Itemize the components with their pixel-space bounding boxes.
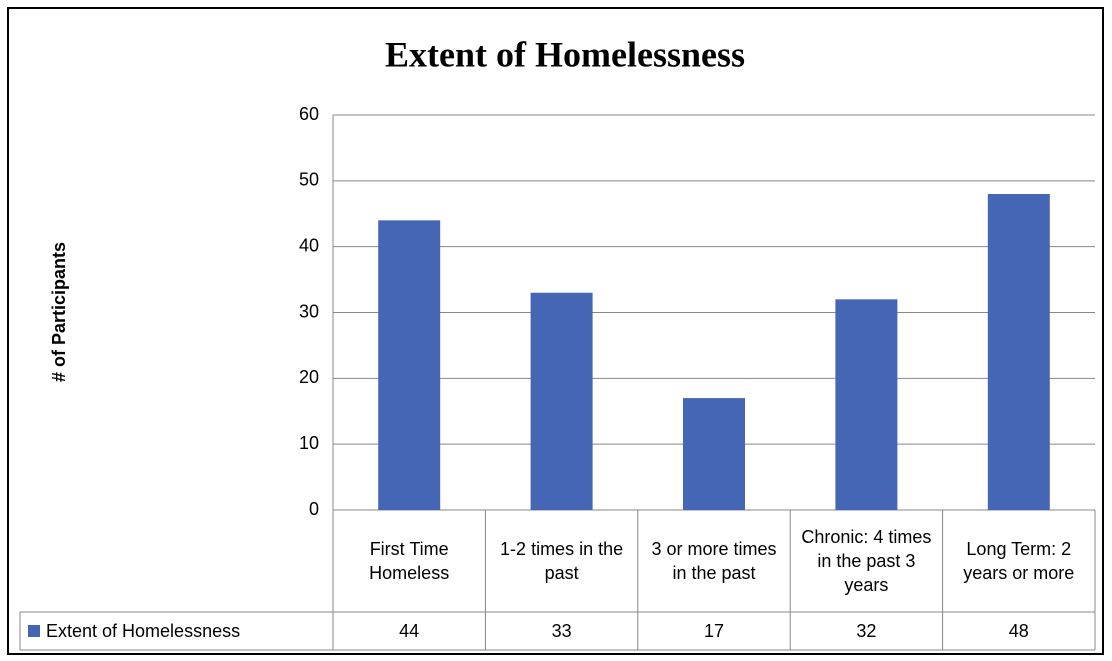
bar [835, 299, 898, 510]
chart-title: Extent of Homelessness [385, 34, 745, 74]
bar [378, 220, 441, 511]
y-tick-label: 50 [299, 170, 319, 190]
category-label: Chronic: 4 times in the past 3 years [801, 527, 932, 595]
bar [530, 292, 593, 510]
y-tick-label: 0 [309, 499, 319, 519]
table-value: 32 [856, 621, 877, 641]
bar [987, 194, 1050, 510]
y-tick-label: 60 [299, 104, 319, 124]
category-label: 3 or more times in the past [651, 539, 777, 583]
legend-label: Extent of Homelessness [46, 621, 241, 641]
y-tick-label: 10 [299, 433, 319, 453]
legend-swatch [28, 625, 40, 637]
table-value: 17 [703, 621, 724, 641]
category-label: 1-2 times in the past [500, 539, 624, 583]
y-tick-label: 40 [299, 235, 319, 255]
table-value: 48 [1008, 621, 1029, 641]
y-tick-label: 20 [299, 367, 319, 387]
bar [683, 398, 745, 510]
category-label: First Time Homeless [369, 539, 450, 583]
category-label: Long Term: 2 years or more [963, 539, 1075, 583]
table-value: 33 [551, 621, 572, 641]
y-tick-label: 30 [299, 301, 319, 321]
y-axis-label: # of Participants [49, 242, 69, 382]
table-value: 44 [399, 621, 420, 641]
